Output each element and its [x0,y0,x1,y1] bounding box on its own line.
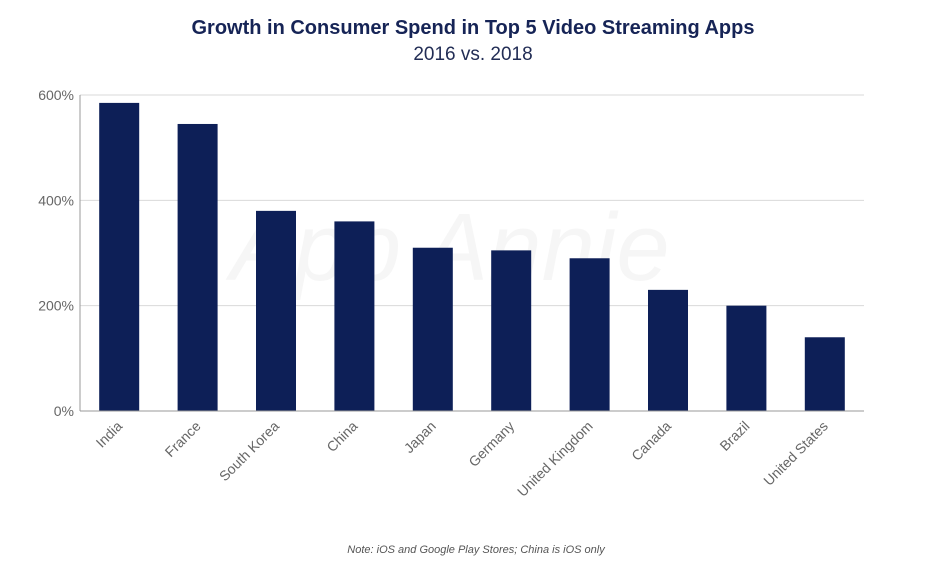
x-tick-label: United States [760,418,831,489]
bar-canada [648,289,688,411]
bars [99,102,845,412]
bar-chart: App Annie 0%200%400%600% India France Sout… [38,87,864,500]
x-tick-label: France [162,418,204,460]
x-tick-label: Germany [465,418,517,470]
y-tick-label: 400% [38,192,74,208]
y-tick-label: 200% [38,298,74,314]
bar-japan [412,247,453,411]
x-tick-label: Canada [628,418,674,464]
x-tick-label: United Kingdom [514,418,596,500]
y-tick-labels: 0% 200% 400% 600% [38,87,74,419]
bar-india [99,102,140,412]
bar-united-kingdom [569,258,610,411]
y-tick-label: 0% [54,403,74,419]
bar-france [177,123,218,411]
x-tick-label: India [93,418,126,451]
bar-china [334,221,375,411]
y-tick-label: 600% [38,87,74,103]
x-tick-label: China [323,418,360,455]
chart-subtitle: 2016 vs. 2018 [413,44,533,65]
x-tick-label: Japan [401,418,439,456]
footnote: Note: iOS and Google Play Stores; China … [347,544,605,556]
bar-united-states [804,337,845,411]
bar-brazil [726,305,767,411]
bar-germany [491,250,532,411]
axes [79,95,864,412]
x-tick-labels: India France South Korea China Japan GermanyU… [93,418,831,500]
x-tick-label: Brazil [716,418,752,454]
bar-south-korea [256,210,296,411]
x-tick-label: South Korea [216,418,283,485]
chart-title: Growth in Consumer Spend in Top 5 Video … [191,17,755,39]
